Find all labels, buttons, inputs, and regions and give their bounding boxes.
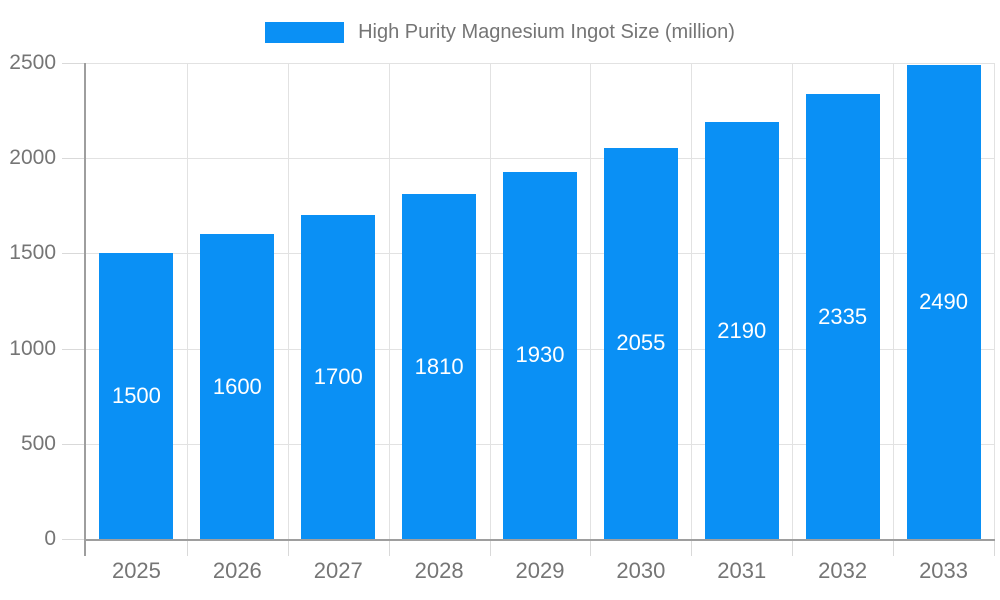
- bar-2028[interactable]: 1810: [402, 194, 477, 539]
- x-gridline: [489, 63, 491, 539]
- legend-label[interactable]: High Purity Magnesium Ingot Size (millio…: [358, 21, 735, 43]
- y-axis-tick-label: 2500: [9, 51, 56, 74]
- x-axis-tick-label: 2029: [515, 558, 565, 583]
- bar-value-label: 1810: [414, 353, 464, 379]
- y-tick-mark: [62, 443, 84, 445]
- x-axis-tick-label: 2026: [212, 558, 262, 583]
- bar-value-label: 1930: [515, 342, 565, 368]
- bar-value-label: 1500: [111, 383, 161, 409]
- bar-value-label: 2335: [818, 303, 868, 329]
- bar-value-label: 1600: [212, 373, 262, 399]
- x-tick-mark: [186, 541, 188, 556]
- x-tick-mark: [590, 541, 592, 556]
- y-axis-line: [84, 63, 86, 556]
- x-tick-mark: [691, 541, 693, 556]
- x-axis-tick-label: 2032: [818, 558, 868, 583]
- bar-2030[interactable]: 2055: [603, 147, 678, 539]
- x-gridline: [590, 63, 592, 539]
- x-tick-mark: [489, 541, 491, 556]
- x-axis-tick-label: 2025: [111, 558, 161, 583]
- x-tick-mark: [388, 541, 390, 556]
- x-tick-mark: [287, 541, 289, 556]
- legend-swatch-icon[interactable]: [265, 22, 345, 43]
- bar-2032[interactable]: 2335: [805, 94, 880, 539]
- y-tick-mark: [62, 539, 84, 540]
- bar-2027[interactable]: 1700: [301, 215, 376, 539]
- x-axis-tick-label: 2030: [616, 558, 666, 583]
- y-axis-tick-label: 1000: [9, 336, 56, 360]
- y-tick-mark: [62, 348, 84, 350]
- bar-2031[interactable]: 2190: [704, 122, 779, 539]
- x-axis-line: [84, 539, 995, 541]
- x-axis-tick-label: 2031: [717, 558, 767, 583]
- x-tick-mark: [893, 541, 895, 556]
- bar-value-label: 2490: [919, 288, 969, 314]
- bar-value-label: 2055: [616, 330, 666, 356]
- bar-2026[interactable]: 1600: [200, 234, 275, 539]
- x-gridline: [792, 63, 794, 539]
- bar-value-label: 2190: [717, 317, 767, 343]
- y-axis-tick-label: 0: [44, 527, 56, 550]
- bar-2033[interactable]: 2490: [906, 64, 981, 539]
- x-axis-tick-label: 2033: [919, 558, 969, 583]
- bar-2025[interactable]: 1500: [99, 253, 174, 539]
- x-tick-mark: [792, 541, 794, 556]
- y-gridline: [86, 63, 994, 64]
- y-axis-tick-label: 500: [20, 431, 56, 455]
- y-axis-tick-label: 2000: [9, 146, 56, 170]
- x-gridline: [388, 63, 390, 539]
- y-gridline: [86, 158, 994, 160]
- x-gridline: [691, 63, 693, 539]
- bar-2029[interactable]: 1930: [503, 171, 577, 539]
- x-gridline: [287, 63, 289, 539]
- y-tick-mark: [62, 253, 84, 255]
- y-axis-tick-label: 1500: [9, 241, 56, 265]
- x-axis-tick-label: 2027: [313, 558, 363, 583]
- x-gridline: [994, 63, 995, 539]
- y-tick-mark: [62, 158, 84, 160]
- x-axis-tick-label: 2028: [414, 558, 464, 583]
- x-tick-mark: [994, 541, 995, 556]
- bar-value-label: 1700: [313, 364, 363, 390]
- y-tick-mark: [62, 63, 84, 64]
- legend: High Purity Magnesium Ingot Size (millio…: [0, 21, 1000, 44]
- x-gridline: [893, 63, 895, 539]
- x-gridline: [186, 63, 188, 539]
